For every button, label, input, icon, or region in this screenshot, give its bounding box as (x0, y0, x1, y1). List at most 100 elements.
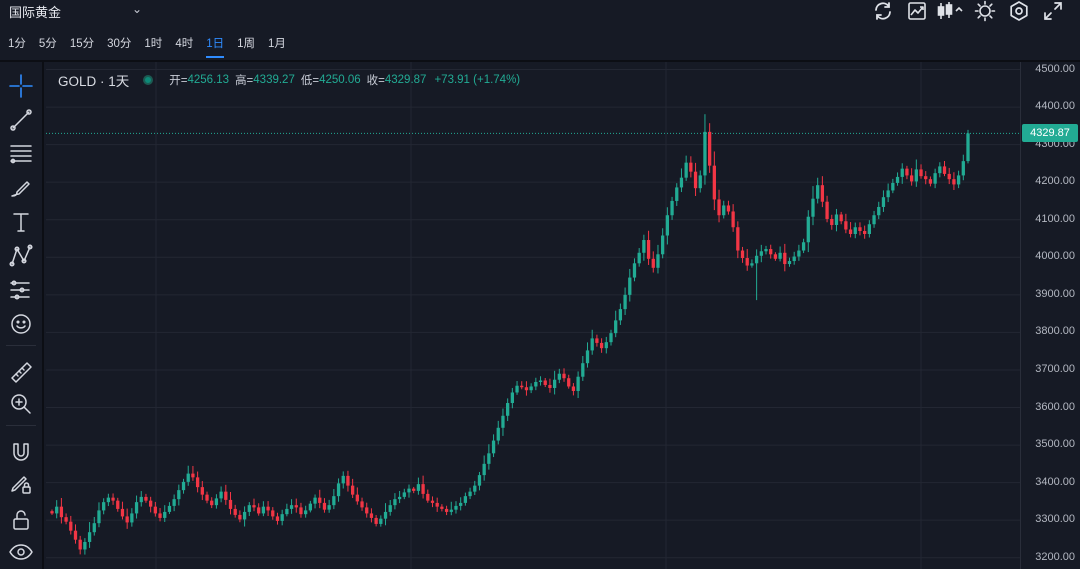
candle (73, 524, 78, 544)
brush-icon[interactable] (8, 175, 34, 201)
candle (350, 478, 355, 499)
interval-tab-5[interactable]: 4时 (175, 38, 194, 50)
candle (177, 484, 181, 506)
candle (379, 515, 383, 527)
text-icon[interactable] (8, 209, 34, 235)
price-tick-label: 4500.00 (1035, 62, 1075, 75)
candle (881, 190, 886, 212)
interval-tab-0[interactable]: 1分 (8, 38, 26, 50)
top-bar: 国际黄金 ⌄ (0, 0, 1080, 28)
eye-icon[interactable] (8, 539, 34, 565)
magnet-icon[interactable] (8, 439, 34, 465)
candle (848, 222, 853, 238)
candle (167, 502, 172, 514)
candle (552, 370, 557, 395)
candle-type-icon[interactable] (934, 0, 968, 22)
candle (454, 501, 458, 514)
fullscreen-icon[interactable] (1036, 0, 1070, 22)
candle (242, 506, 247, 527)
trendline-icon[interactable] (8, 107, 34, 133)
ruler-icon[interactable] (8, 359, 34, 385)
price-axis[interactable]: 4500.00 4400.00 4300.00 4200.00 4100.00 4000.… (1020, 62, 1080, 569)
candle (839, 211, 843, 225)
candlestick-chart[interactable] (46, 62, 1020, 569)
interval-tab-3[interactable]: 30分 (107, 38, 132, 50)
candle (722, 200, 726, 219)
interval-tab-1[interactable]: 5分 (38, 38, 57, 50)
forecast-icon[interactable] (8, 277, 34, 303)
candle (477, 471, 482, 491)
candle (374, 515, 378, 527)
candle (905, 165, 909, 180)
candle (440, 504, 444, 512)
chart-trend-icon[interactable] (900, 0, 934, 22)
fib-lines-icon[interactable] (8, 141, 34, 167)
pattern-icon[interactable] (8, 243, 34, 269)
pencil-lock-icon[interactable] (8, 471, 34, 497)
candle (543, 377, 547, 388)
candle (219, 486, 223, 503)
brightness-icon[interactable] (968, 0, 1002, 22)
candle (341, 471, 345, 489)
lock-icon[interactable] (8, 507, 34, 533)
candle (407, 484, 411, 498)
zoom-in-icon[interactable] (8, 391, 34, 417)
candle (585, 342, 590, 368)
candle (736, 221, 740, 259)
candle (797, 244, 801, 261)
candle (257, 503, 261, 516)
candle (195, 471, 200, 493)
candle (459, 497, 463, 511)
candle (449, 501, 453, 516)
candle (534, 377, 538, 391)
candle (599, 338, 604, 353)
settings-hex-icon[interactable] (1002, 0, 1036, 22)
candle (139, 491, 143, 507)
candle (801, 238, 806, 254)
interval-tab-4[interactable]: 1时 (144, 38, 163, 50)
candle (318, 489, 322, 509)
candle (435, 497, 439, 512)
candle (726, 200, 731, 215)
candle (604, 336, 608, 354)
refresh-icon[interactable] (866, 0, 900, 22)
candle (759, 244, 763, 263)
candle (294, 498, 298, 513)
candle (646, 230, 651, 265)
interval-tab-8[interactable]: 1月 (268, 38, 286, 50)
legend-symbol[interactable]: GOLD · 1天 (58, 74, 130, 89)
candle (830, 214, 834, 230)
candle (83, 538, 87, 555)
candle (308, 500, 313, 513)
interval-tab-6[interactable]: 1日 (206, 30, 224, 58)
interval-tab-2[interactable]: 15分 (69, 38, 95, 50)
chevron-down-icon[interactable]: ⌄ (132, 2, 143, 16)
candle (336, 478, 341, 502)
candle (567, 374, 571, 389)
interval-tab-7[interactable]: 1周 (237, 38, 256, 50)
price-tick-label: 4000.00 (1035, 250, 1075, 263)
toolbar-separator (6, 425, 36, 426)
emoji-icon[interactable] (8, 311, 34, 337)
candle (956, 170, 961, 189)
candle (548, 378, 552, 393)
candle (637, 248, 641, 267)
candle (233, 504, 237, 518)
candle (693, 162, 698, 196)
candle (524, 381, 529, 396)
candle (966, 129, 970, 164)
crosshair-icon[interactable] (8, 73, 34, 99)
candle (153, 501, 157, 517)
price-tick-label: 4100.00 (1035, 212, 1075, 225)
candle (473, 480, 477, 496)
candle (97, 502, 101, 528)
low-value: 4250.06 (319, 74, 361, 86)
candle (811, 186, 815, 226)
price-tick-label: 3200.00 (1035, 550, 1075, 563)
symbol-title[interactable]: 国际黄金 (9, 5, 62, 20)
candle (102, 498, 106, 515)
close-label: 收= (366, 75, 385, 87)
candle (463, 492, 468, 506)
candle (482, 455, 486, 481)
candle (816, 177, 820, 204)
